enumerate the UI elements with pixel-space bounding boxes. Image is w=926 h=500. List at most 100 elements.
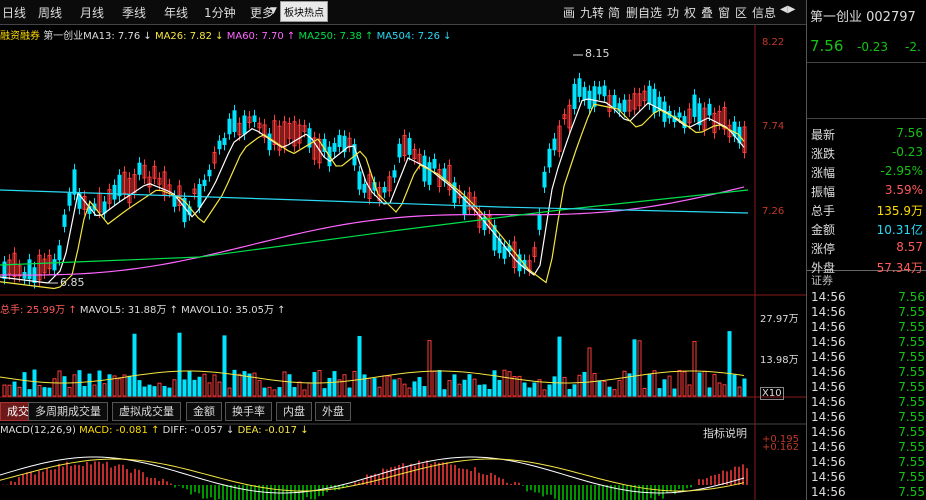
tool-nine-turn[interactable]: 九转 [580,6,605,20]
tab-turnover-rate[interactable]: 换手率 [225,402,272,421]
stat-label: 外盘 [811,261,836,275]
candle-body [542,171,547,188]
tool-draw[interactable]: 画 [563,6,576,20]
tab-monthly[interactable]: 月线 [80,6,105,20]
volume-bar [512,376,517,397]
candle-body [562,114,567,120]
candle-body [267,133,272,151]
tick-time: 14:56 [811,350,846,364]
tool-rights[interactable]: 权 [684,6,697,20]
tab-quarterly[interactable]: 季线 [122,6,147,20]
period-toolbar: 日线 周线 月线 季线 年线 1分钟 更多 ▼ 板块热点 画 九转 简 删自选 … [0,0,926,25]
candle-body [197,184,202,208]
candle-body [232,110,237,132]
volume-bar [592,373,597,397]
tab-outer-volume[interactable]: 外盘 [315,402,351,421]
collapse-arrow-icon[interactable]: ◀▶ [780,4,796,15]
candle-body [192,188,197,195]
tab-weekly[interactable]: 周线 [38,6,63,20]
kline-chart[interactable]: 融资融券 第一创业MA13: 7.76 ↓ MA26: 7.82 ↓ MA60:… [0,25,806,500]
candle-body [287,122,292,139]
tool-range[interactable]: 区 [735,6,748,20]
volume-bar [92,384,97,397]
candle-body [582,87,587,101]
candle-body [332,143,337,152]
tool-remove-watchlist[interactable]: 删自选 [626,6,663,20]
volume-bar [412,381,417,397]
candle-body [692,94,697,117]
tool-window[interactable]: 窗 [718,6,731,20]
tab-amount[interactable]: 金额 [186,402,222,421]
stat-value: 135.9万 [876,204,923,218]
tool-info[interactable]: 信息 [752,6,777,20]
ma26-line [0,103,745,290]
tab-virtual-volume[interactable]: 虚拟成交量 [112,402,181,421]
stat-row: 涨跌 -0.23 [811,145,926,163]
ma-legend: 融资融券 第一创业MA13: 7.76 ↓ MA26: 7.82 ↓ MA60:… [0,27,452,42]
tick-price: 7.55 [898,320,925,334]
volume-bar [352,370,357,397]
current-price: 7.56 [810,37,844,55]
tick-row: 14:56 7.55 [811,395,926,410]
candle-body [257,122,262,129]
tick-time: 14:56 [811,440,846,454]
candle-body [597,86,602,95]
volume-bar [482,384,487,397]
tool-function[interactable]: 功 [667,6,680,20]
volume-bar [462,379,467,397]
price-axis-tick: 8.22 [762,37,785,48]
ma250-value: MA250: 7.38 ↑ [298,31,374,42]
candle-body [637,93,642,107]
volume-bar [702,370,707,397]
tick-time: 14:56 [811,380,846,394]
indicator-help-link[interactable]: 指标说明 [703,427,747,440]
tick-price: 7.55 [898,395,925,409]
tick-row: 14:56 7.55 [811,335,926,350]
diff-value: DIFF: -0.057 ↓ [162,425,235,436]
candle-body [547,148,552,168]
volume-bar [217,381,222,397]
volume-bar [502,369,507,397]
volume-bar [577,374,582,397]
candle-body [722,107,727,130]
chart-canvas[interactable] [0,25,806,500]
volume-bar [252,372,257,397]
stock-title: 第一创业 002797 [810,10,916,25]
candle-body [117,174,122,197]
volume-bar [97,370,102,397]
tab-more[interactable]: 更多 [250,6,275,20]
tick-row: 14:56 7.55 [811,425,926,440]
tool-simple[interactable]: 简 [608,6,621,20]
tab-yearly[interactable]: 年线 [164,6,189,20]
tick-time: 14:56 [811,335,846,349]
tab-inner-volume[interactable]: 内盘 [276,402,312,421]
volume-bars-layer [0,331,747,397]
tick-price: 7.55 [898,350,925,364]
volume-bar [112,375,117,397]
volume-bar [2,384,7,397]
candle-body [367,174,372,200]
tick-row: 14:56 7.55 [811,305,926,320]
candle-body [362,183,367,193]
more-dropdown-icon[interactable]: ▼ [270,6,277,16]
stat-row: 涨停 8.57 [811,240,926,258]
candle-body [492,225,497,251]
tick-row: 14:56 7.55 [811,485,926,500]
tab-daily[interactable]: 日线 [2,6,27,20]
ma13-value: 第一创业MA13: 7.76 ↓ [43,31,152,42]
volume-bar [607,386,612,397]
tick-time: 14:56 [811,410,846,424]
tool-overlay[interactable]: 叠 [701,6,714,20]
volume-bar [662,379,667,397]
candle-body [687,108,692,124]
tab-multi-period-volume[interactable]: 多周期成交量 [28,402,108,421]
candle-body [622,99,627,112]
candle-body [237,122,242,136]
candle-body [277,125,282,151]
stat-row: 外盘 57.34万 [811,259,926,277]
stat-value: 7.56 [896,126,923,140]
tab-1min[interactable]: 1分钟 [204,6,236,20]
tick-time: 14:56 [811,365,846,379]
candle-body [467,192,472,210]
volume-bar [377,386,382,397]
